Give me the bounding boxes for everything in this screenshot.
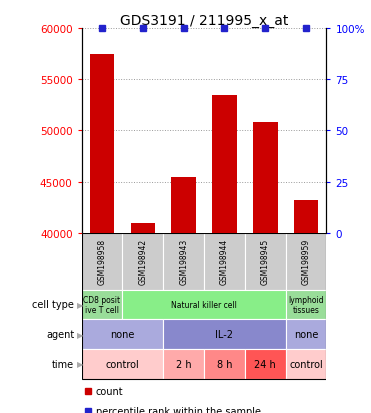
Text: control: control (289, 359, 323, 369)
Text: GSM198944: GSM198944 (220, 239, 229, 285)
Bar (286, 290, 326, 320)
Bar (82, 233, 122, 290)
Text: GSM198958: GSM198958 (98, 239, 106, 285)
Text: ▶: ▶ (76, 300, 83, 309)
Bar (204, 349, 245, 379)
Bar (286, 233, 326, 290)
Bar (131, 223, 155, 233)
Bar (82, 233, 326, 379)
Bar (204, 233, 245, 290)
Text: GSM198943: GSM198943 (179, 239, 188, 285)
Text: 24 h: 24 h (255, 359, 276, 369)
Text: 2 h: 2 h (176, 359, 191, 369)
Text: GSM198942: GSM198942 (138, 239, 147, 285)
Text: none: none (110, 330, 135, 339)
Text: GSM198945: GSM198945 (261, 239, 270, 285)
Text: agent: agent (46, 330, 74, 339)
Text: GSM198959: GSM198959 (302, 239, 311, 285)
Bar (253, 123, 278, 233)
Bar (163, 233, 204, 290)
Text: 8 h: 8 h (217, 359, 232, 369)
Text: ▶: ▶ (76, 330, 83, 339)
Bar (82, 290, 122, 320)
Bar (90, 55, 114, 233)
Text: percentile rank within the sample: percentile rank within the sample (96, 406, 261, 413)
Bar (294, 201, 318, 233)
Text: lymphoid
tissues: lymphoid tissues (288, 295, 324, 314)
Text: none: none (294, 330, 318, 339)
Text: Natural killer cell: Natural killer cell (171, 300, 237, 309)
Text: ▶: ▶ (76, 360, 83, 368)
Text: count: count (96, 387, 124, 396)
Bar (286, 349, 326, 379)
Text: CD8 posit
ive T cell: CD8 posit ive T cell (83, 295, 121, 314)
Bar (212, 95, 237, 233)
Title: GDS3191 / 211995_x_at: GDS3191 / 211995_x_at (120, 14, 288, 28)
Text: IL-2: IL-2 (216, 330, 233, 339)
Text: time: time (52, 359, 74, 369)
Bar (163, 349, 204, 379)
Bar (82, 320, 163, 349)
Bar (245, 233, 286, 290)
Bar (245, 349, 286, 379)
Bar (163, 320, 286, 349)
Bar (82, 349, 163, 379)
Text: cell type: cell type (32, 300, 74, 310)
Bar (122, 290, 286, 320)
Text: control: control (106, 359, 139, 369)
Bar (286, 320, 326, 349)
Bar (171, 177, 196, 233)
Bar (122, 233, 163, 290)
